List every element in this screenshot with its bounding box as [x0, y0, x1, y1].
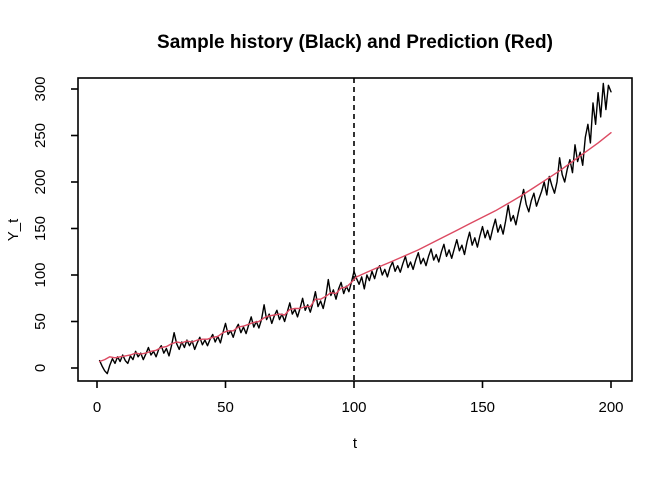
chart-title: Sample history (Black) and Prediction (R…: [157, 32, 553, 53]
history-line: [98, 82, 612, 375]
x-axis-ticks-group: 0 50 100 150 200: [93, 381, 624, 416]
x-axis-label: t: [353, 435, 358, 452]
series-group: [98, 82, 612, 375]
x-tick-label: 200: [598, 399, 623, 416]
y-axis-ticks-group: 0 50 100 150 200 250 300: [32, 76, 78, 372]
x-tick-label: 150: [470, 399, 495, 416]
plot-border-group: [77, 77, 633, 382]
x-tick-label: 50: [217, 399, 234, 416]
y-tick-label: 200: [32, 169, 49, 194]
x-tick-label: 100: [341, 399, 366, 416]
y-tick-label: 50: [32, 313, 49, 330]
y-axis-label: Y_t: [5, 218, 22, 241]
x-tick-label: 0: [93, 399, 101, 416]
prediction-line: [98, 131, 612, 363]
y-tick-label: 100: [32, 262, 49, 287]
y-tick-label: 150: [32, 216, 49, 241]
plot-border: [77, 77, 633, 382]
y-tick-label: 0: [32, 364, 49, 372]
y-tick-label: 300: [32, 76, 49, 101]
y-tick-label: 250: [32, 123, 49, 148]
